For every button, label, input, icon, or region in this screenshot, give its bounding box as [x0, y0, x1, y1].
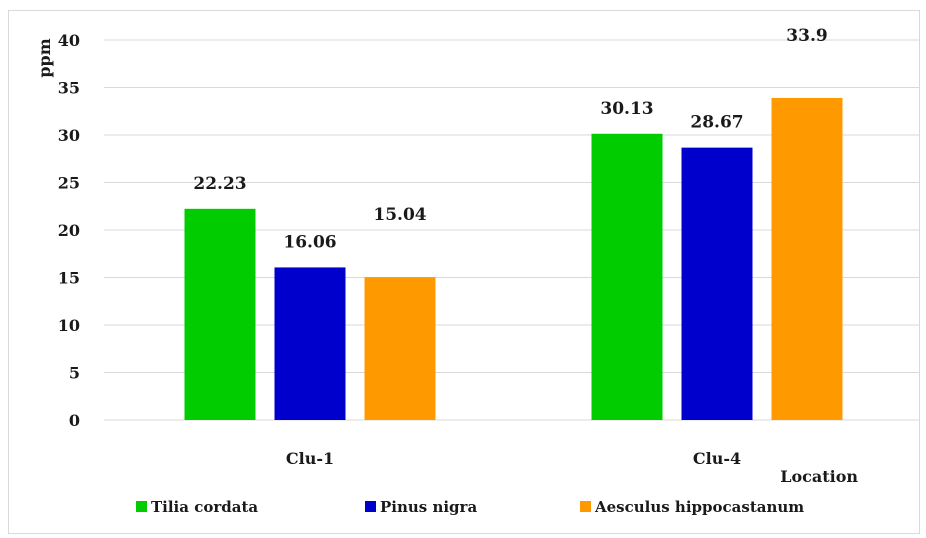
- y-tick-label: 15: [58, 269, 80, 288]
- data-label: 30.13: [600, 99, 653, 119]
- data-label: 28.67: [690, 113, 743, 133]
- bar-pinus-nigra-clu-4: [681, 147, 753, 420]
- y-axis-ticks: 0 5 10 15 20 25 30 35 40: [58, 31, 80, 430]
- legend-label: Pinus nigra: [380, 498, 477, 516]
- y-tick-label: 30: [58, 126, 80, 145]
- y-tick-label: 35: [58, 79, 80, 98]
- legend: Tilia cordata Pinus nigra Aesculus hippoca…: [136, 498, 804, 516]
- bar-aesculus-hippocastanum-clu-4: [771, 97, 843, 420]
- y-axis-label: ppm: [35, 38, 54, 77]
- legend-label: Aesculus hippocastanum: [594, 498, 804, 516]
- legend-label: Tilia cordata: [151, 498, 258, 516]
- legend-swatch: [580, 501, 591, 512]
- data-labels: 22.23 16.06 15.04 30.13 28.67 33.9: [193, 26, 827, 252]
- y-tick-label: 20: [58, 221, 80, 240]
- y-tick-label: 25: [58, 174, 80, 193]
- data-label: 15.04: [373, 205, 426, 225]
- x-axis-label: Location: [780, 467, 858, 486]
- bar-tilia-cordata-clu-4: [591, 133, 663, 420]
- chart-frame: [8, 10, 920, 534]
- bar-tilia-cordata-clu-1: [184, 208, 256, 420]
- legend-swatch: [365, 501, 376, 512]
- category-label: Clu-1: [286, 449, 334, 468]
- legend-swatch: [136, 501, 147, 512]
- y-tick-label: 10: [58, 316, 80, 335]
- data-label: 33.9: [786, 26, 827, 46]
- bar-pinus-nigra-clu-1: [274, 267, 346, 420]
- x-axis-categories: Clu-1 Clu-4: [286, 449, 741, 468]
- y-tick-label: 0: [69, 411, 80, 430]
- category-label: Clu-4: [693, 449, 741, 468]
- y-tick-label: 5: [69, 364, 80, 383]
- data-label: 16.06: [283, 232, 336, 252]
- data-label: 22.23: [193, 174, 246, 194]
- bar-aesculus-hippocastanum-clu-1: [364, 277, 436, 420]
- bars: [184, 97, 843, 420]
- y-tick-label: 40: [58, 31, 80, 50]
